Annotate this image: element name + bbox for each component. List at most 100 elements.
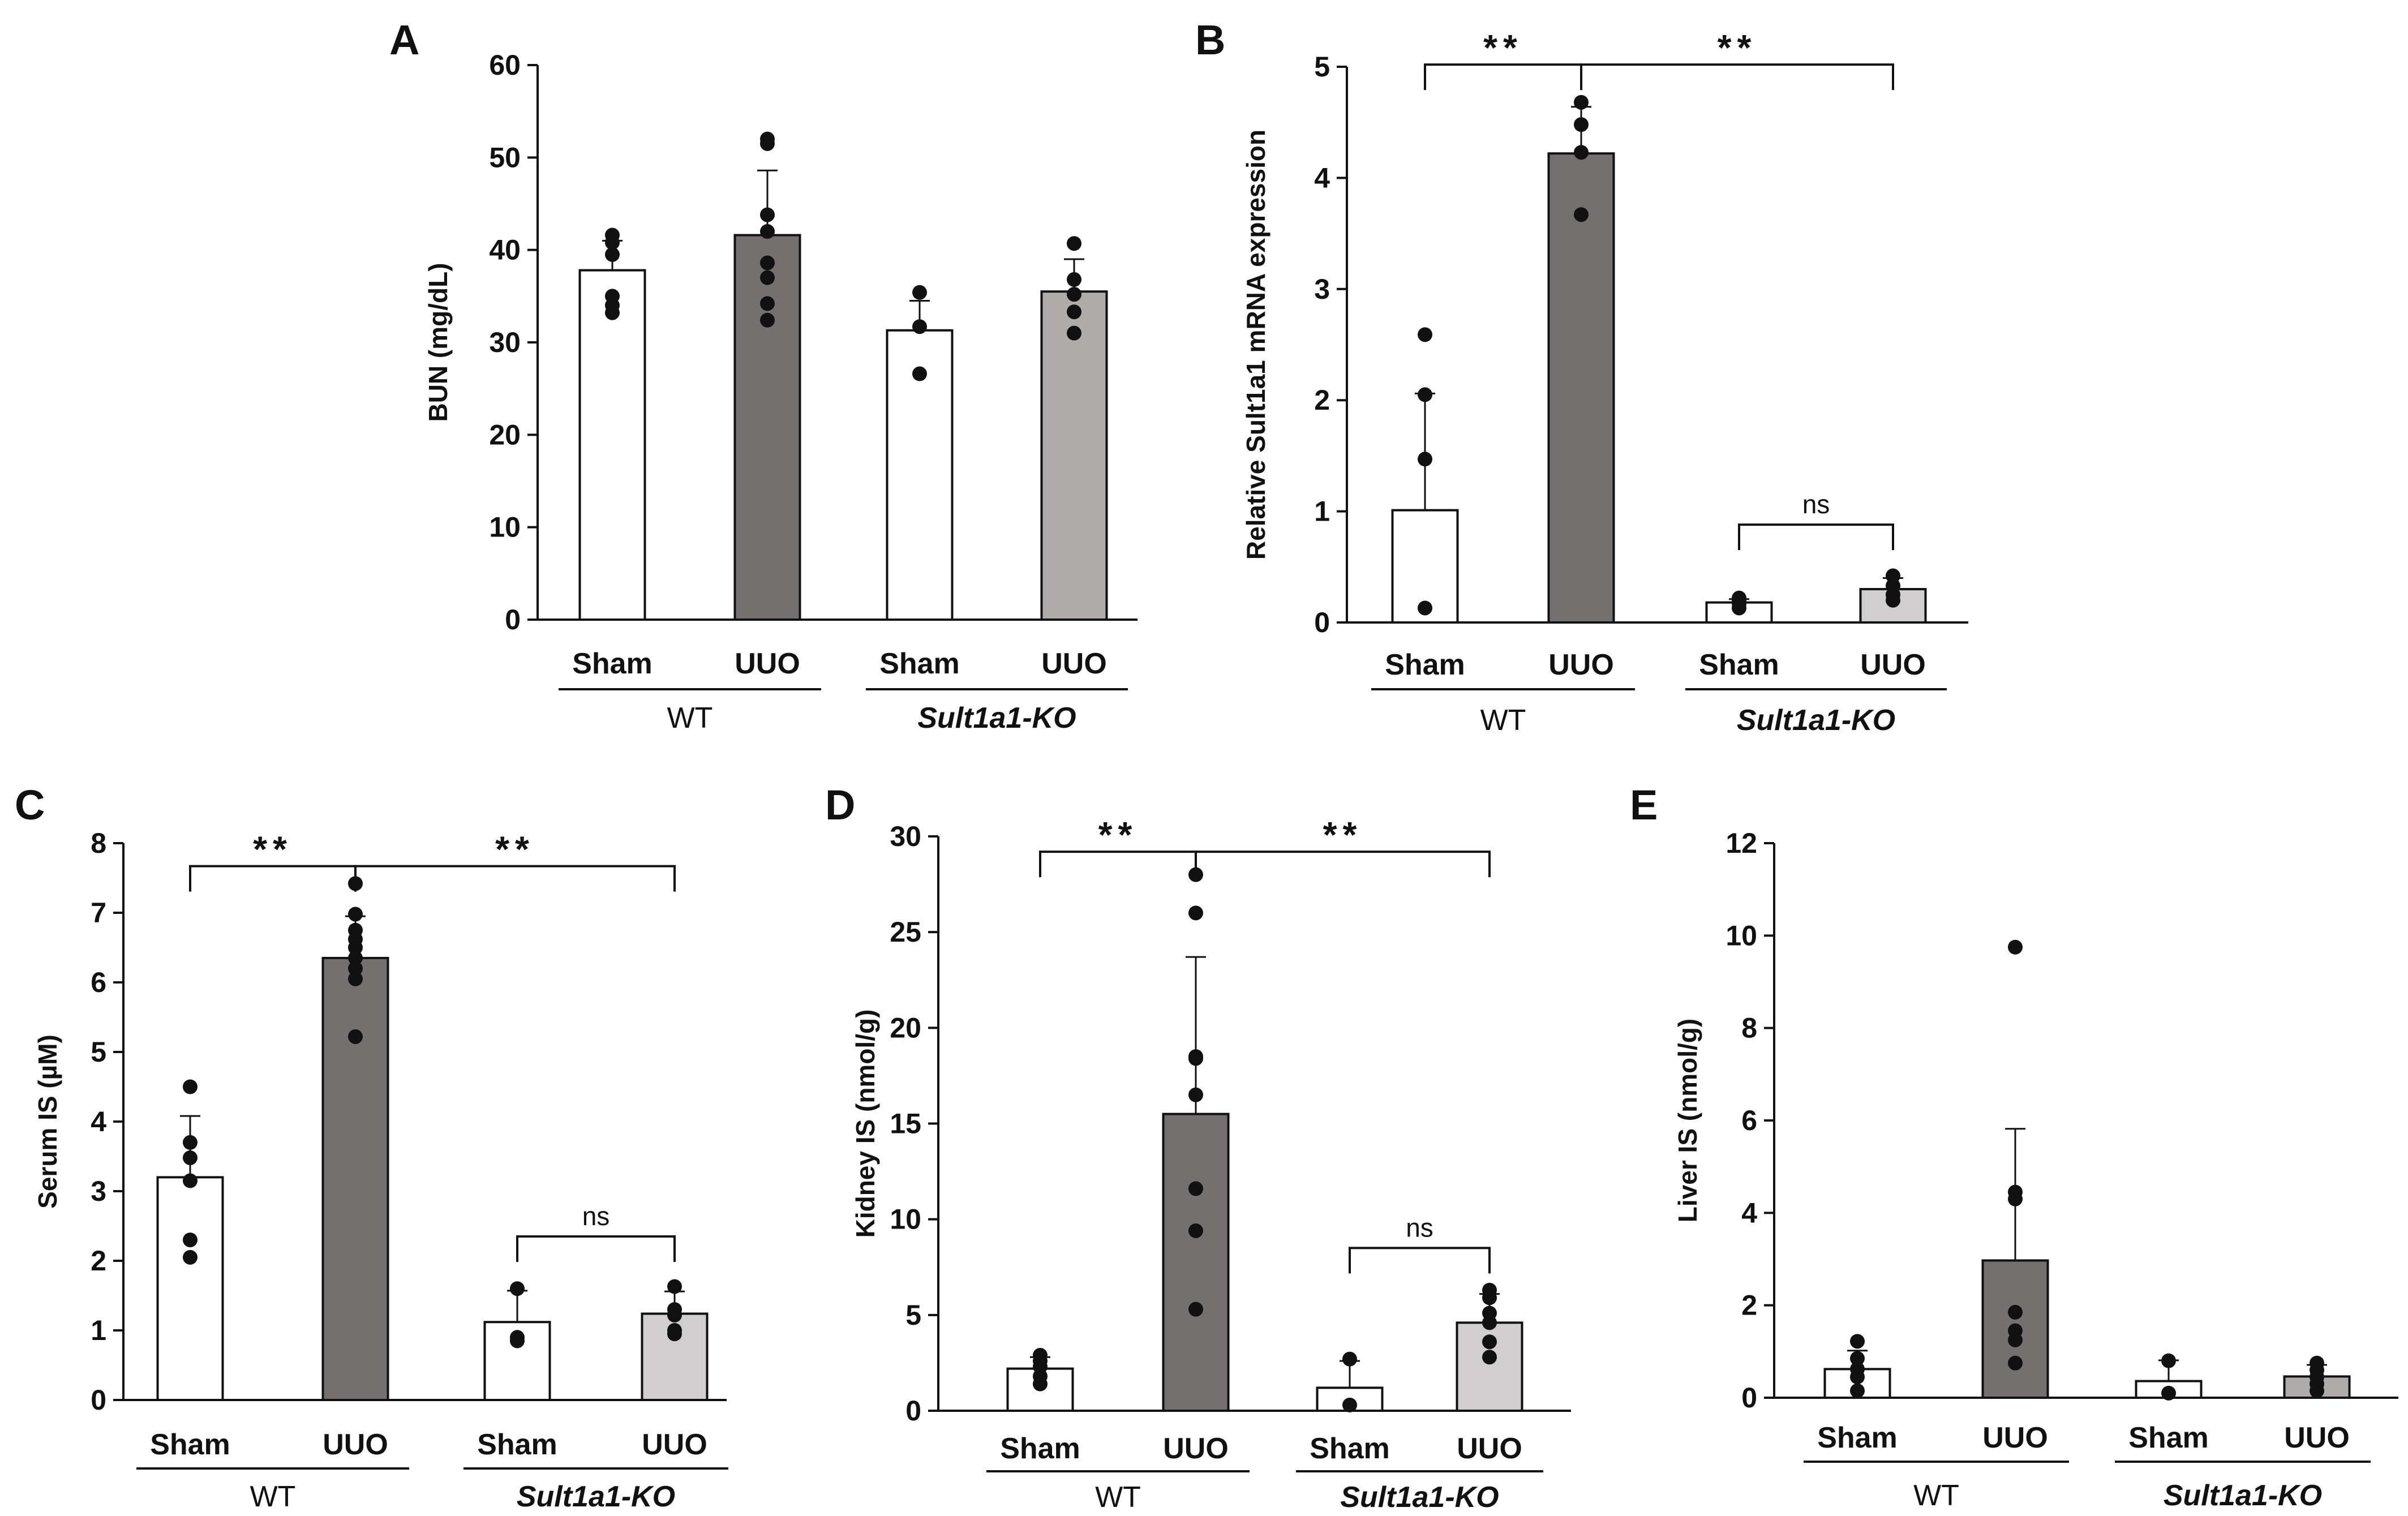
group-label: Sult1a1-KO: [917, 702, 1076, 735]
x-category-label: UUO: [2284, 1421, 2350, 1454]
data-point: [510, 1281, 525, 1296]
data-point: [183, 1249, 198, 1265]
y-tick-label: 12: [1725, 827, 1757, 859]
data-point: [1033, 1347, 1048, 1363]
x-category-label: Sham: [1817, 1421, 1898, 1454]
bar: [1981, 1259, 2049, 1399]
y-tick-label: 30: [489, 327, 521, 358]
y-tick-label: 40: [489, 234, 521, 266]
significance-bracket: [1738, 523, 1894, 551]
data-point: [1067, 287, 1081, 302]
significance-label: **: [495, 829, 535, 870]
data-point: [605, 247, 620, 262]
data-point: [1732, 590, 1746, 605]
bar: [321, 956, 389, 1401]
significance-label: ns: [1406, 1213, 1433, 1242]
bar: [156, 1176, 224, 1401]
y-tick-label: 2: [1741, 1290, 1757, 1321]
y-tick-label: 5: [905, 1299, 921, 1331]
data-point: [1482, 1350, 1497, 1365]
data-point: [1067, 272, 1081, 287]
data-point: [2008, 1304, 2023, 1320]
group-label: WT: [1480, 704, 1526, 737]
panel-letter-b: B: [1195, 16, 1225, 63]
data-point: [1067, 236, 1081, 251]
group-label: Sult1a1-KO: [1737, 704, 1895, 737]
data-point: [1850, 1383, 1865, 1398]
data-point: [760, 296, 775, 311]
data-point: [760, 207, 775, 222]
y-tick-label: 4: [91, 1106, 106, 1137]
x-category-label: UUO: [1041, 647, 1107, 680]
group-label: WT: [1095, 1481, 1141, 1514]
data-point: [912, 319, 927, 334]
data-point: [2008, 1184, 2023, 1200]
data-point: [1482, 1334, 1497, 1350]
data-point: [183, 1079, 198, 1094]
data-point: [183, 1135, 198, 1150]
x-category-label: Sham: [572, 647, 653, 680]
data-point: [2161, 1385, 2176, 1401]
bar: [1040, 290, 1108, 621]
panel-letter-d: D: [825, 781, 855, 828]
x-category-label: UUO: [1457, 1432, 1522, 1465]
significance-bracket: [354, 865, 676, 892]
y-tick-label: 20: [890, 1012, 921, 1043]
panel-letter-a: A: [389, 16, 419, 63]
data-point: [1418, 387, 1432, 402]
y-tick-label: 8: [1741, 1012, 1757, 1044]
x-category-label: Sham: [1000, 1432, 1080, 1465]
bar: [1547, 152, 1615, 624]
x-category-label: UUO: [735, 647, 800, 680]
data-point: [1574, 117, 1589, 132]
data-point: [760, 255, 775, 270]
x-category-label: Sham: [150, 1428, 230, 1461]
y-tick-label: 6: [91, 967, 106, 998]
y-tick-label: 4: [1314, 162, 1330, 194]
data-point: [183, 1232, 198, 1248]
x-category-label: UUO: [1982, 1421, 2048, 1454]
x-category-label: Sham: [879, 647, 960, 680]
y-tick-label: 0: [1314, 607, 1330, 638]
data-point: [667, 1302, 682, 1317]
y-tick-label: 10: [890, 1204, 921, 1235]
data-point: [2008, 939, 2023, 955]
y-tick-label: 20: [489, 419, 521, 450]
significance-bracket: [516, 1235, 676, 1262]
data-point: [1574, 207, 1589, 222]
data-point: [1188, 1223, 1203, 1238]
data-point: [1188, 1302, 1203, 1317]
group-label: WT: [1913, 1479, 1959, 1512]
y-tick-label: 4: [1741, 1197, 1757, 1229]
data-point: [1188, 1087, 1203, 1102]
group-label: WT: [667, 702, 713, 735]
x-category-label: Sham: [477, 1428, 557, 1461]
data-point: [2161, 1353, 2176, 1368]
x-category-label: Sham: [1699, 649, 1779, 681]
data-point: [1342, 1351, 1357, 1367]
significance-label: ns: [582, 1201, 610, 1231]
significance-label: ns: [1802, 489, 1830, 519]
panel-letter-c: C: [15, 781, 45, 828]
y-tick-label: 8: [91, 827, 106, 859]
y-tick-label: 50: [489, 141, 521, 173]
data-point: [667, 1279, 682, 1294]
x-category-label: Sham: [2128, 1421, 2209, 1454]
group-label: Sult1a1-KO: [1340, 1481, 1499, 1514]
significance-bracket: [1424, 63, 1582, 91]
y-tick-label: 0: [1741, 1382, 1757, 1414]
data-point: [1574, 145, 1589, 160]
data-point: [760, 270, 775, 285]
significance-label: **: [1323, 814, 1363, 855]
y-tick-label: 25: [890, 916, 921, 948]
x-category-label: UUO: [323, 1428, 388, 1461]
y-axis-label: BUN (mg/dL): [423, 263, 453, 422]
significance-label: **: [1483, 27, 1523, 68]
data-point: [1188, 905, 1203, 921]
data-point: [2008, 1323, 2023, 1338]
data-point: [1067, 304, 1081, 320]
x-category-label: Sham: [1310, 1432, 1390, 1465]
data-point: [1886, 568, 1900, 583]
significance-label: **: [253, 829, 293, 870]
data-point: [348, 961, 363, 976]
